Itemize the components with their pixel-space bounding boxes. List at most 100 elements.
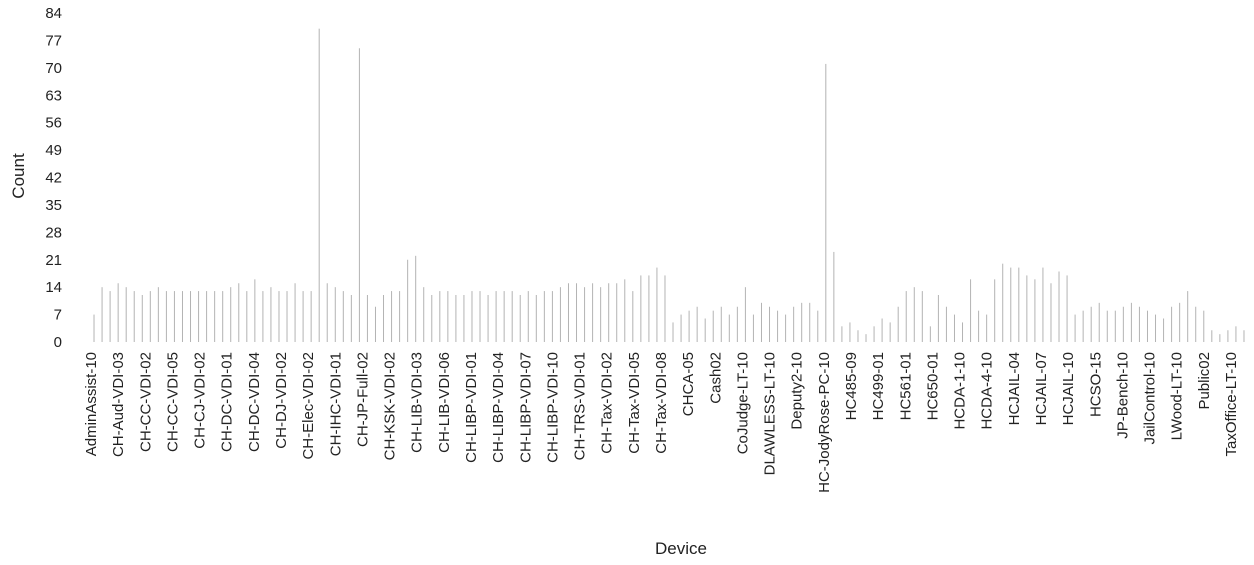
bar: [905, 291, 907, 342]
bar: [149, 291, 151, 342]
x-tick-label: HCDA-1-10: [952, 352, 969, 430]
bar: [173, 291, 175, 342]
bar: [809, 302, 811, 342]
x-tick-label: CH-LIB-VDI-03: [409, 352, 426, 453]
bar: [455, 295, 457, 342]
bar: [1235, 326, 1237, 342]
bar: [254, 279, 256, 342]
bar: [519, 295, 521, 342]
bar: [1122, 306, 1124, 342]
bar: [383, 295, 385, 342]
bar: [93, 314, 95, 342]
y-tick-label: 84: [45, 5, 62, 22]
x-tick-label: CH-Tax-VDI-05: [626, 352, 643, 454]
x-tick-label: CH-DC-VDI-01: [219, 352, 236, 452]
bar: [769, 306, 771, 342]
bar: [206, 291, 208, 342]
bar: [608, 283, 610, 342]
bar: [584, 287, 586, 342]
bar: [181, 291, 183, 342]
bar: [198, 291, 200, 342]
bar: [310, 291, 312, 342]
bar: [190, 291, 192, 342]
x-tick-label: Deputy2-10: [789, 352, 806, 430]
x-tick-label: LWood-LT-10: [1169, 352, 1186, 440]
bar: [407, 259, 409, 342]
bar: [479, 291, 481, 342]
bar: [294, 283, 296, 342]
bar: [567, 283, 569, 342]
bar: [921, 291, 923, 342]
bar: [302, 291, 304, 342]
bar: [439, 291, 441, 342]
bar: [777, 310, 779, 342]
bar: [551, 291, 553, 342]
bar: [688, 310, 690, 342]
bar: [817, 310, 819, 342]
bar: [752, 314, 754, 342]
bar: [1018, 267, 1020, 342]
bar: [101, 287, 103, 342]
bar: [415, 255, 417, 342]
x-tick-label: JailControl-10: [1142, 352, 1159, 445]
bar: [374, 306, 376, 342]
bar: [535, 295, 537, 342]
y-tick-label: 70: [45, 60, 62, 77]
bar: [962, 322, 964, 342]
bar: [503, 291, 505, 342]
bar: [696, 306, 698, 342]
bar: [270, 287, 272, 342]
x-tick-label: HC499-01: [870, 352, 887, 420]
bar: [937, 295, 939, 342]
x-tick-label: CH-Tax-VDI-02: [599, 352, 616, 454]
bar: [833, 251, 835, 342]
bar: [704, 318, 706, 342]
bar: [1106, 310, 1108, 342]
x-tick-label: CH-Tax-VDI-08: [653, 352, 670, 454]
bar: [125, 287, 127, 342]
x-tick-label: CH-JP-Full-02: [354, 352, 371, 447]
bar: [391, 291, 393, 342]
bar: [1082, 310, 1084, 342]
x-tick-label: CH-Elec-VDI-02: [300, 352, 317, 460]
bar: [857, 330, 859, 342]
y-tick-label: 63: [45, 87, 62, 104]
bar: [640, 275, 642, 342]
bar: [230, 287, 232, 342]
y-tick-label: 42: [45, 170, 62, 187]
bar: [358, 48, 360, 342]
bar: [559, 287, 561, 342]
bars-group: [93, 28, 1245, 343]
bar: [576, 283, 578, 342]
bar: [431, 295, 433, 342]
bar: [616, 283, 618, 342]
y-tick-label: 14: [45, 279, 62, 296]
bar: [945, 306, 947, 342]
bar: [760, 302, 762, 342]
x-tick-label: HCSO-15: [1087, 352, 1104, 417]
bar: [447, 291, 449, 342]
bar: [1243, 330, 1245, 342]
bar: [1034, 279, 1036, 342]
x-tick-label: CH-LIB-VDI-06: [436, 352, 453, 453]
bar: [157, 287, 159, 342]
bar: [222, 291, 224, 342]
bar: [1195, 306, 1197, 342]
bar: [278, 291, 280, 342]
bar: [141, 295, 143, 342]
bar: [543, 291, 545, 342]
bar: [318, 28, 320, 342]
bar: [471, 291, 473, 342]
y-tick-label: 56: [45, 115, 62, 132]
bar: [1155, 314, 1157, 342]
x-tick-label: CH-LIBP-VDI-10: [544, 352, 561, 463]
bar: [214, 291, 216, 342]
bar: [399, 291, 401, 342]
x-tick-label: TaxOffice-LT-10: [1223, 352, 1240, 457]
bar: [1042, 267, 1044, 342]
bar: [1010, 267, 1012, 342]
x-tick-label: HCJAIL-07: [1033, 352, 1050, 425]
bar: [680, 314, 682, 342]
bar: [326, 283, 328, 342]
x-tick-label: CH-DJ-VDI-02: [273, 352, 290, 449]
